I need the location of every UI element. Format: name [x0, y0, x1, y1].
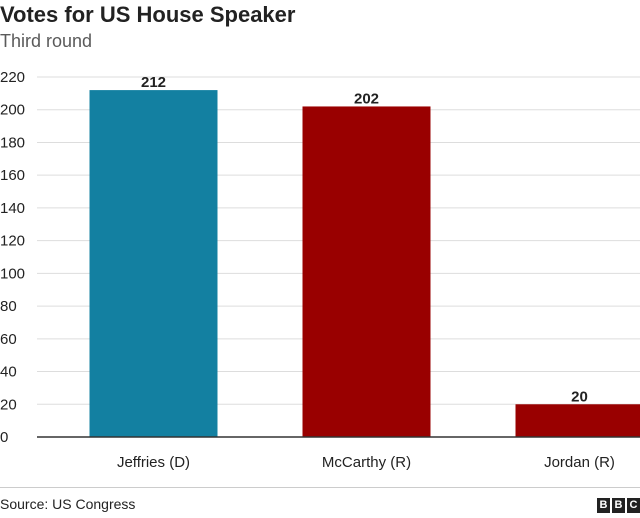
category-labels: Jeffries (D) McCarthy (R) Jordan (R) — [117, 454, 615, 471]
y-tick-label: 80 — [0, 298, 17, 315]
bar — [515, 404, 640, 437]
y-tick-label: 180 — [0, 134, 25, 151]
chart-title: Votes for US House Speaker — [0, 2, 296, 27]
bbc-logo: B B C — [597, 498, 640, 513]
y-tick-label: 40 — [0, 364, 17, 381]
data-label: 212 — [141, 74, 166, 91]
y-tick-labels: 0 20 40 60 80 100 120 140 160 180 200 220 — [0, 69, 25, 446]
source-note: Source: US Congress — [0, 496, 136, 512]
data-label: 20 — [571, 388, 588, 405]
category-label: Jordan (R) — [544, 454, 615, 471]
bar — [302, 106, 431, 438]
bars — [89, 90, 640, 438]
category-label: McCarthy (R) — [322, 454, 411, 471]
y-tick-label: 0 — [0, 429, 8, 446]
logo-letter: B — [612, 498, 625, 513]
y-tick-label: 140 — [0, 200, 25, 217]
footer-divider — [0, 487, 640, 488]
logo-letter: B — [597, 498, 610, 513]
bar — [89, 90, 218, 437]
y-tick-label: 200 — [0, 102, 25, 119]
logo-letter: C — [627, 498, 640, 513]
chart-subtitle: Third round — [0, 31, 93, 51]
data-label: 202 — [354, 90, 379, 107]
y-tick-label: 220 — [0, 69, 25, 86]
y-tick-label: 160 — [0, 167, 25, 184]
y-tick-label: 120 — [0, 233, 25, 250]
y-tick-label: 100 — [0, 265, 25, 282]
y-tick-label: 20 — [0, 396, 17, 413]
category-label: Jeffries (D) — [117, 454, 190, 471]
data-labels: 212 202 20 — [141, 74, 588, 405]
y-tick-label: 60 — [0, 331, 17, 348]
